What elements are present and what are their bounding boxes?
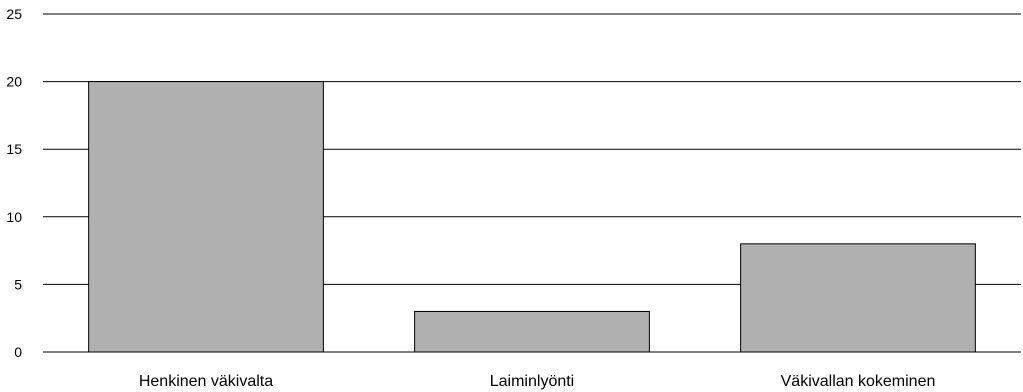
- y-tick-label: 5: [14, 276, 22, 292]
- bar-2: [414, 310, 650, 353]
- y-tick-label: 10: [6, 209, 22, 225]
- bars: [88, 81, 976, 353]
- y-tick-label: 0: [14, 344, 22, 360]
- x-category-label: Väkivallan kokeminen: [781, 373, 936, 390]
- x-category-label: Henkinen väkivalta: [139, 373, 273, 390]
- y-tick-label: 15: [6, 141, 22, 157]
- x-category-label: Laiminlyönti: [490, 373, 574, 390]
- bar-3: [740, 243, 976, 353]
- y-axis-tick-labels: 0 5 10 15 20 25: [6, 6, 22, 360]
- y-tick-label: 20: [6, 74, 22, 90]
- bar-1: [88, 81, 324, 353]
- y-tick-label: 25: [6, 6, 22, 22]
- x-axis-category-labels: Henkinen väkivalta Laiminlyönti Väkivallan…: [139, 373, 936, 390]
